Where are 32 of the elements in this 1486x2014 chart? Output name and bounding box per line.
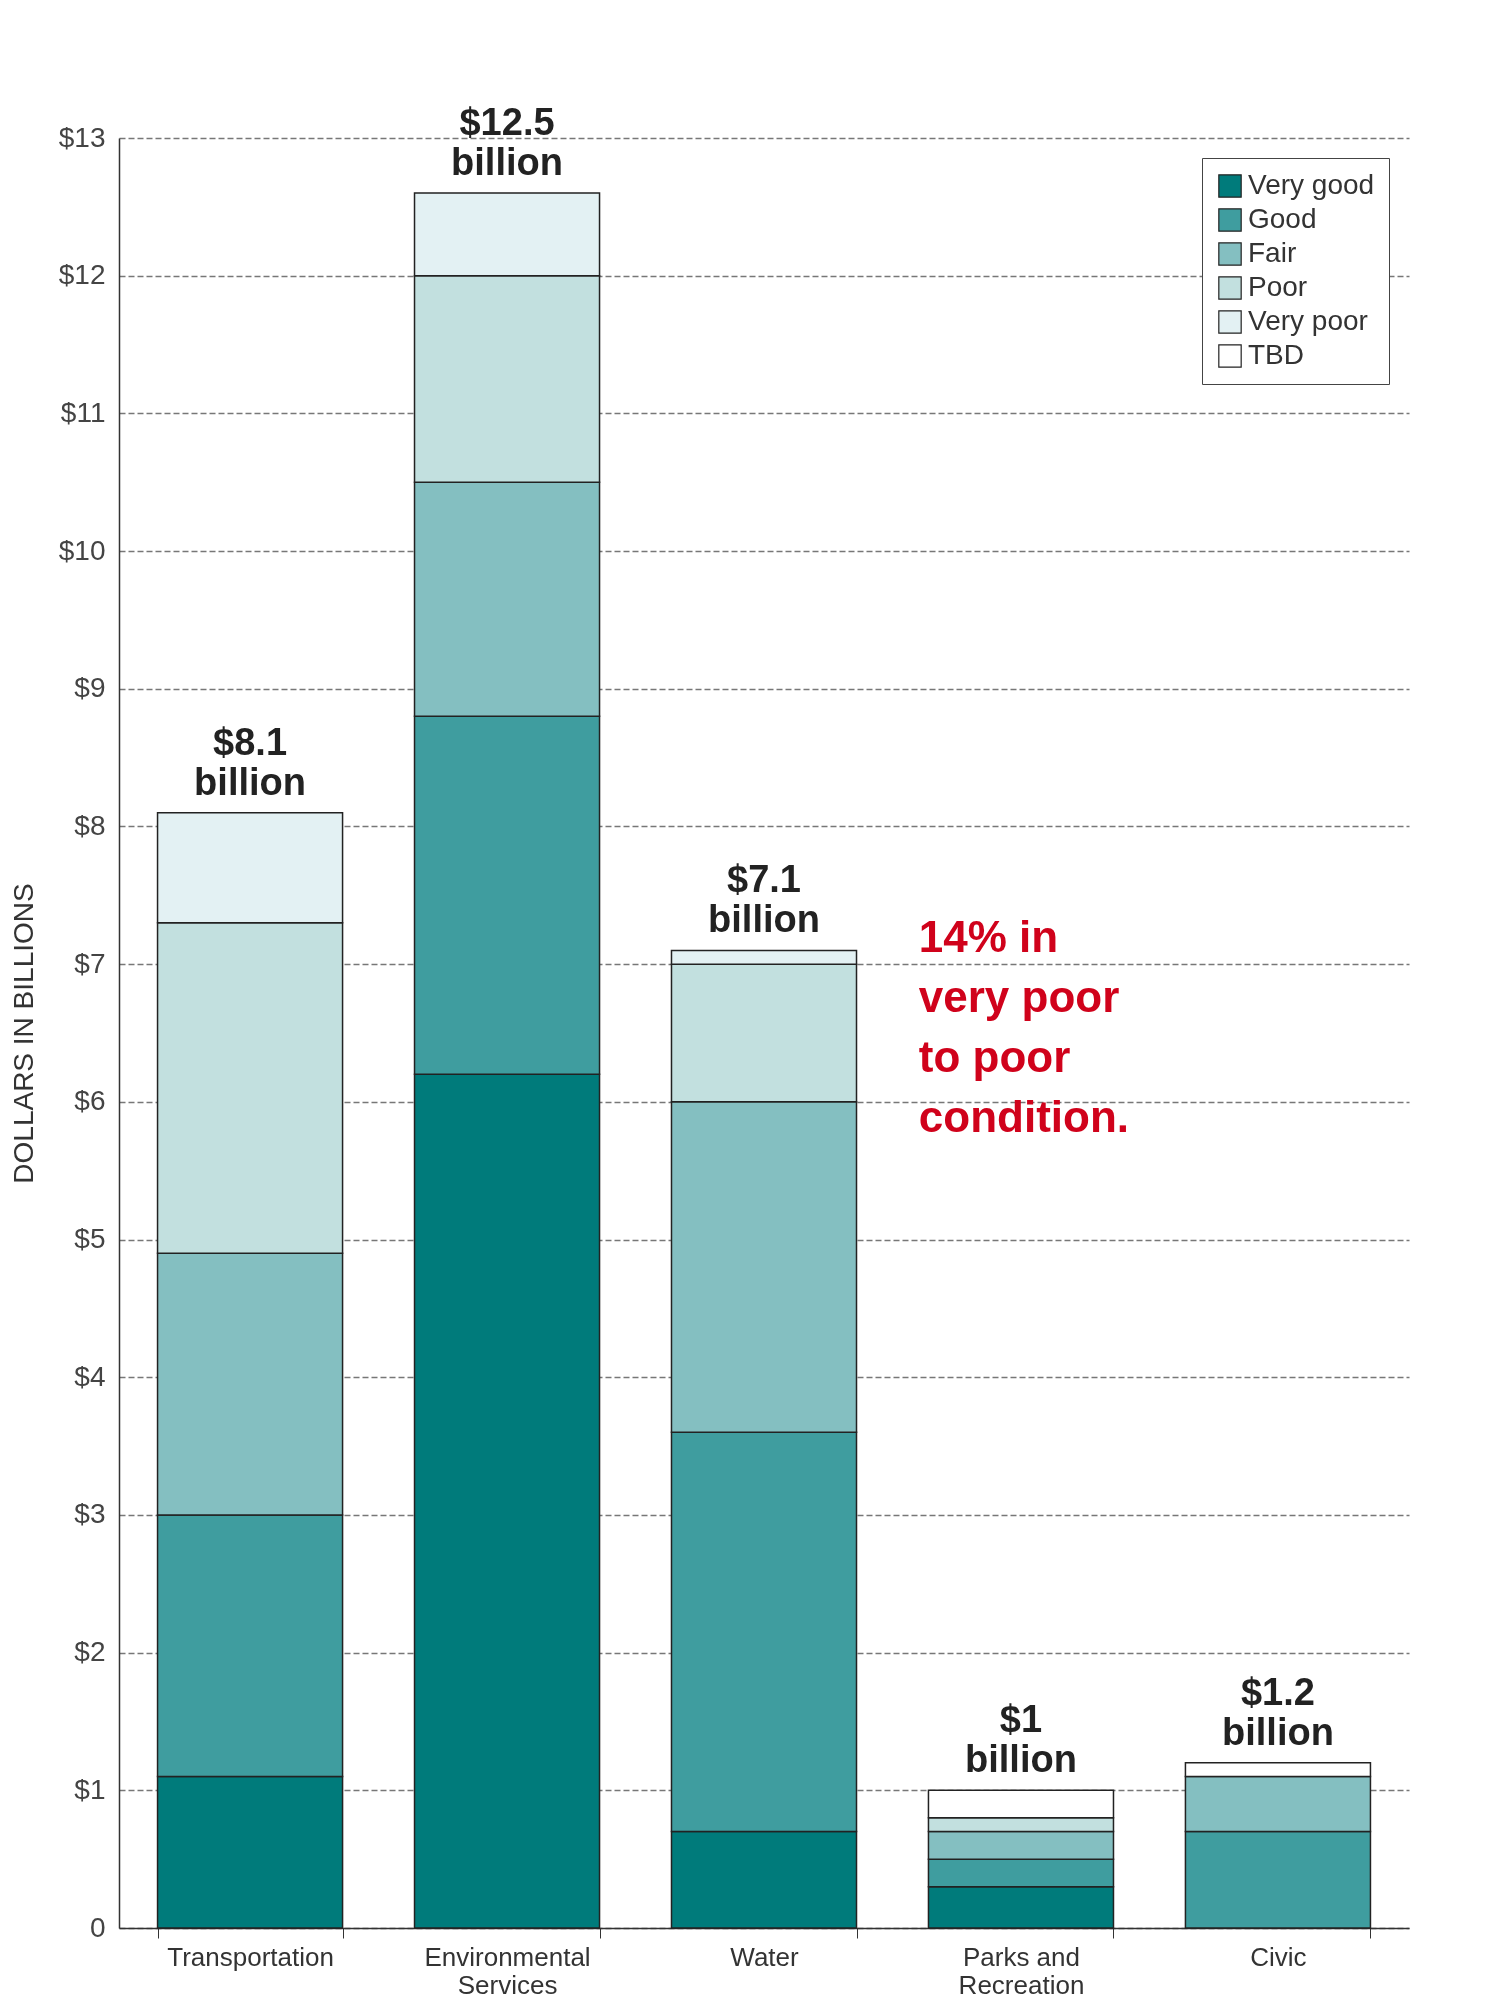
y-tick-label: $6 (74, 1085, 106, 1117)
x-tick-label: Civic (1250, 1941, 1307, 1972)
x-tick-label: Transportation (167, 1941, 334, 1972)
y-tick-label: $13 (58, 121, 106, 153)
total-label: $12.5 billion (451, 101, 563, 184)
x-tick-label: Water (730, 1941, 800, 1972)
y-axis-title: DOLLARS IN BILLIONS (7, 883, 39, 1184)
legend-label: Fair (1248, 237, 1297, 268)
y-tick-label: $10 (58, 534, 106, 566)
y-tick-label: $8 (74, 809, 106, 841)
legend-label: Good (1248, 203, 1317, 234)
y-tick-label: $11 (60, 396, 106, 428)
total-label: $7.1 billion (708, 858, 820, 941)
y-tick-label: $5 (74, 1223, 106, 1255)
total-label: $8.1 billion (194, 720, 306, 803)
y-tick-label: $9 (74, 672, 106, 704)
legend-label: Very poor (1248, 305, 1368, 336)
y-tick-label: $7 (74, 947, 106, 979)
legend-label: Very good (1248, 169, 1375, 200)
y-tick-label: 0 (89, 1911, 106, 1943)
y-tick-label: $2 (74, 1636, 106, 1668)
y-tick-label: $3 (74, 1498, 106, 1530)
x-tick-label: Parks and Recreation (958, 1941, 1085, 2000)
x-tick-label: Environmental Services (424, 1941, 591, 2000)
y-tick-label: $1 (74, 1773, 106, 1805)
legend-label: Poor (1248, 271, 1308, 302)
legend-label: TBD (1248, 339, 1304, 370)
y-tick-label: $12 (58, 259, 106, 291)
annotation: 14% in very poor to poor condition. (918, 911, 1129, 1141)
y-tick-label: $4 (74, 1360, 106, 1392)
total-label: $1 billion (965, 1698, 1077, 1781)
total-label: $1.2 billion (1222, 1670, 1334, 1753)
